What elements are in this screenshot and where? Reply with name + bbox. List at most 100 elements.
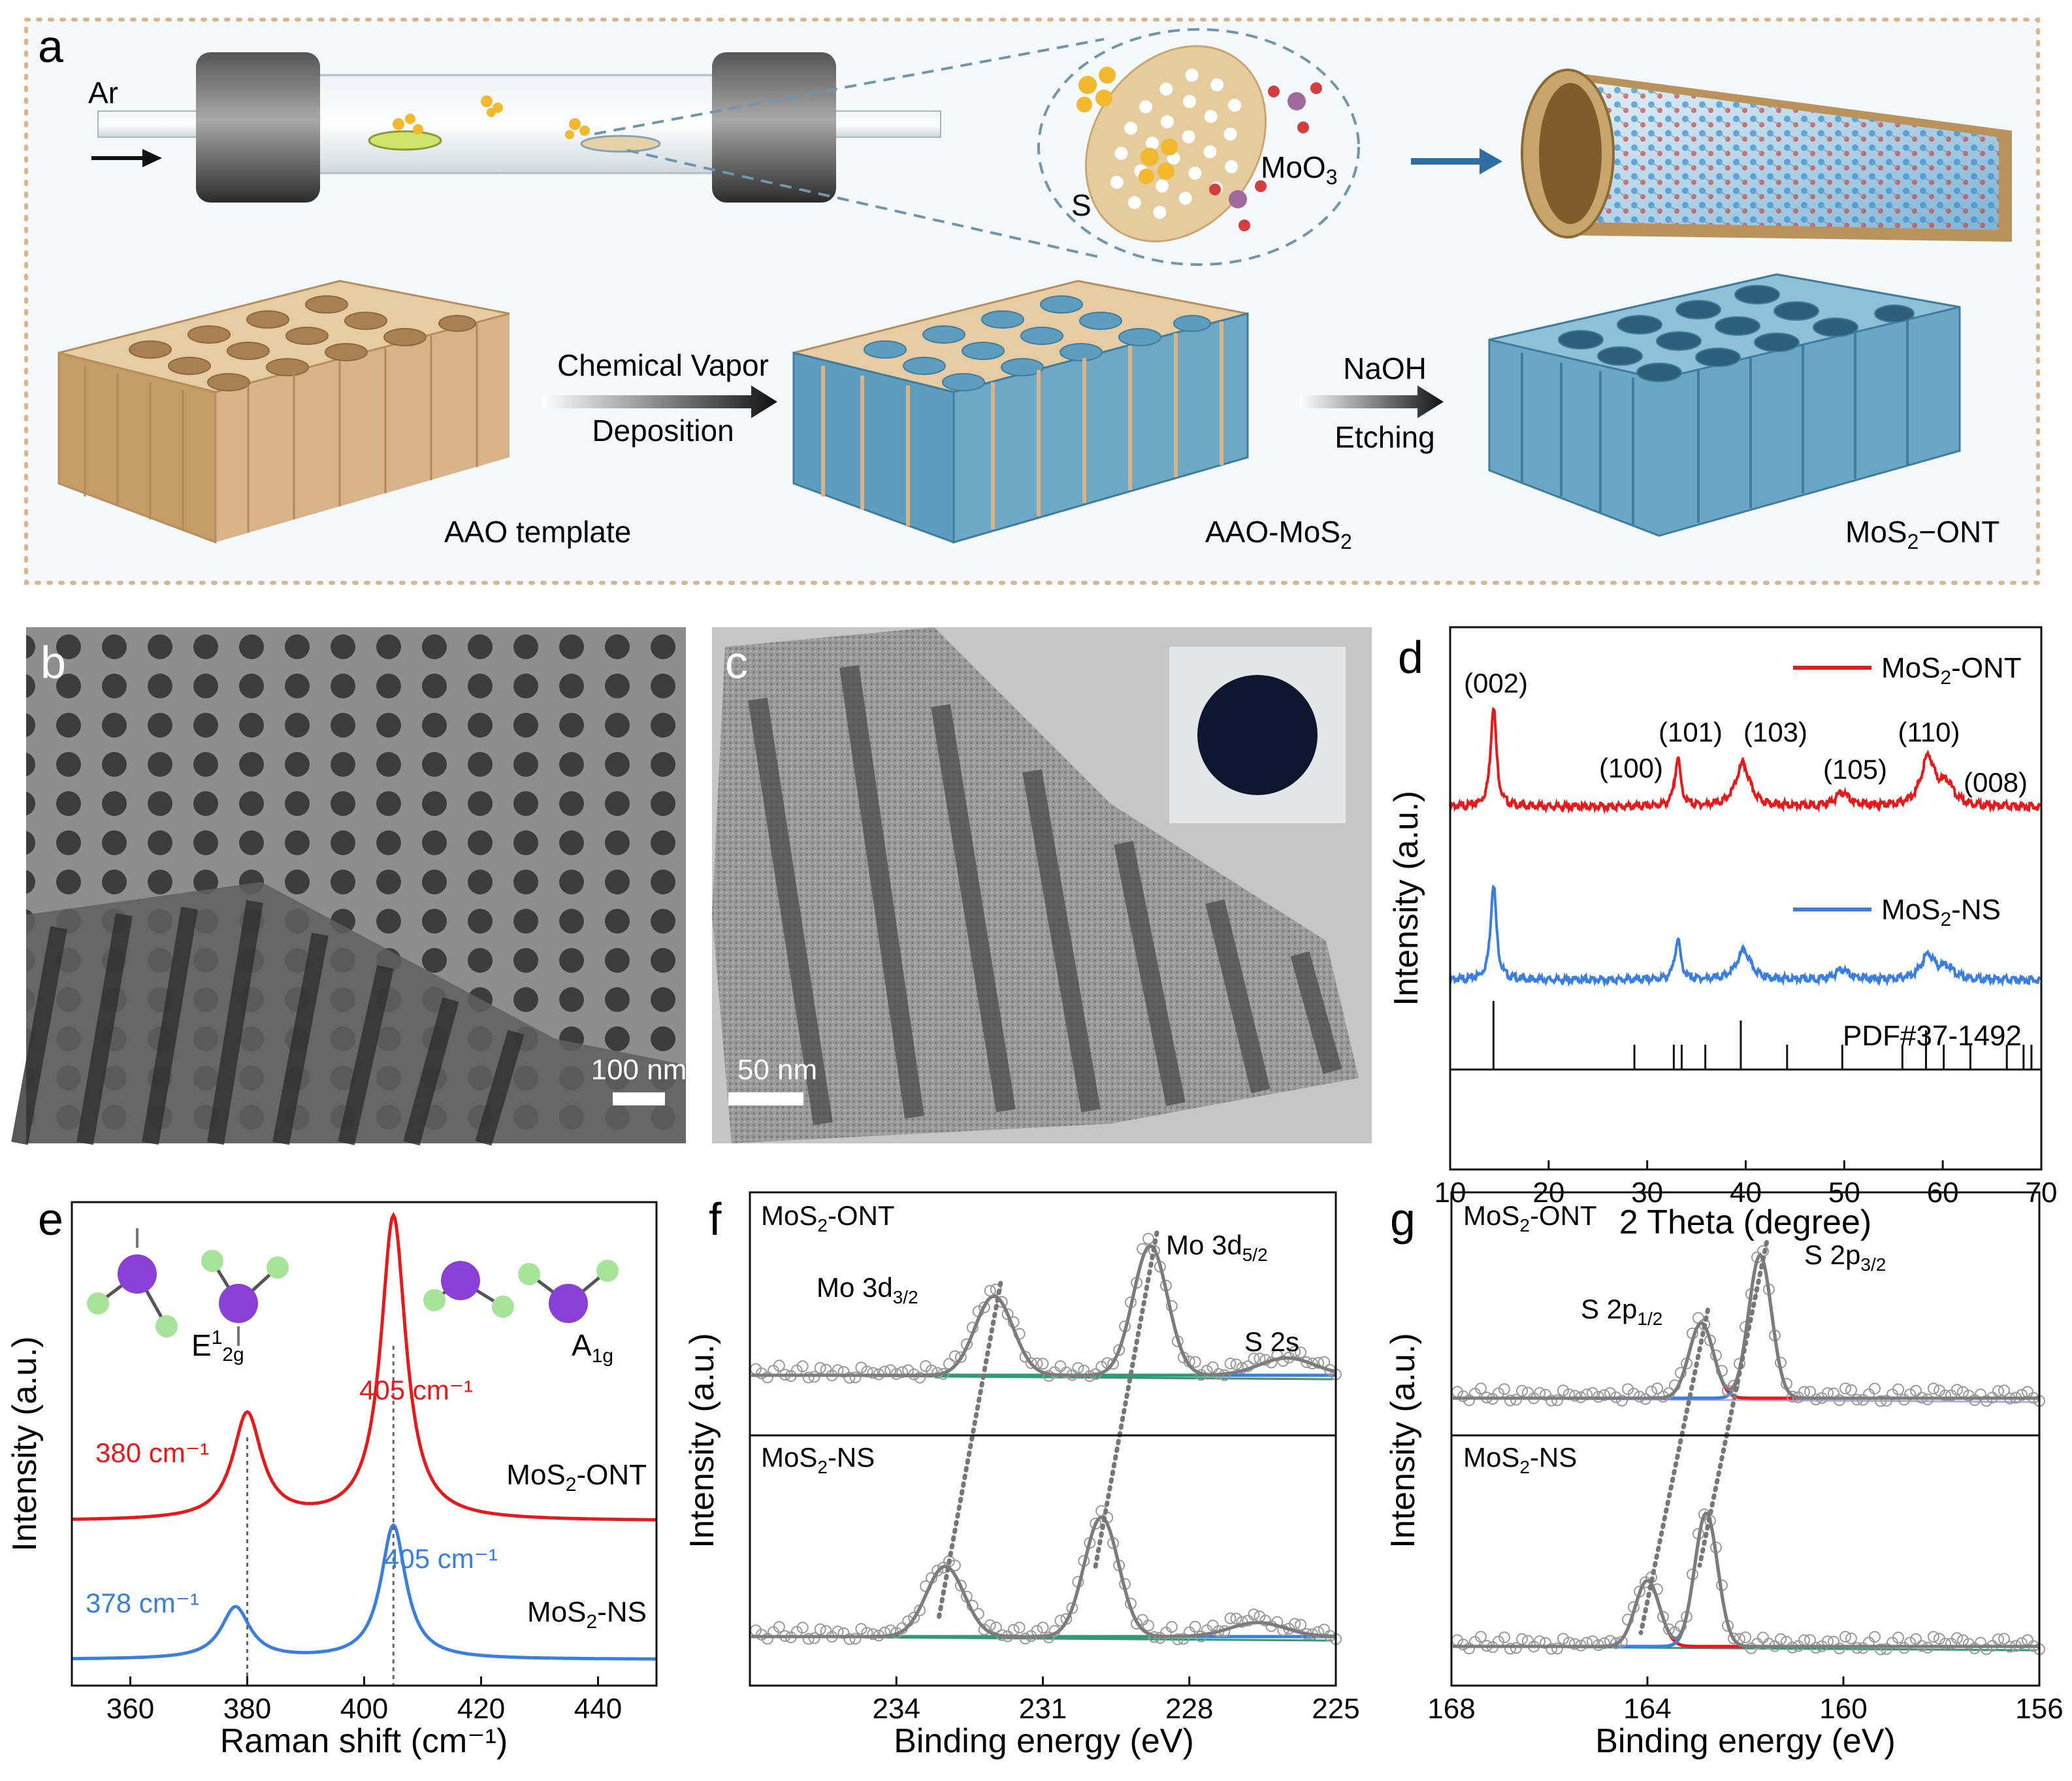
xrd-series-ns [1449, 884, 2042, 988]
xps-mo-raw-point [796, 1360, 809, 1373]
xps-mo-subplot-label-ns: MoS2-NS [761, 1442, 875, 1477]
raman-series-ns [72, 1523, 656, 1661]
xps-mo-raw-point [761, 1633, 773, 1645]
xps-s-x-tick-label: 168 [1427, 1693, 1475, 1725]
xps-s-raw-point [1457, 1639, 1469, 1651]
raman-ylabel: Intensity (a.u.) [6, 1336, 44, 1551]
xps-s-raw-point [1798, 1386, 1810, 1398]
xps-s-raw-point [1869, 1631, 1881, 1643]
xps-s-raw-point [1498, 1631, 1510, 1644]
xrd-peak-label: (103) [1743, 717, 1807, 747]
xps-mo-raw-point [984, 1284, 996, 1297]
xps-s-raw-point [2022, 1386, 2033, 1398]
xps-mo-raw-point [1289, 1345, 1301, 1358]
xps-s-raw-point [1540, 1637, 1551, 1649]
xps-mo-raw-point [1189, 1356, 1201, 1368]
xps-mo-raw-point [1048, 1366, 1061, 1379]
ar-flow-arrowhead [142, 149, 162, 167]
xps-mo-raw-point [1295, 1346, 1307, 1358]
tem-scale-bar [728, 1092, 803, 1105]
panel-f-xps-mo3d-chart: f 234 231 228 225 Binding energy (eV) Inten… [683, 1191, 1360, 1760]
xps-s-x-tick-label: 164 [1623, 1693, 1671, 1725]
xrd-peak-label: (110) [1898, 717, 1960, 747]
xps-s-raw-point [1839, 1631, 1851, 1643]
xps-s-raw-point [1498, 1383, 1510, 1396]
raman-axes-frame [71, 1201, 658, 1687]
xps-s-raw-point [1934, 1633, 1945, 1645]
xps-s-raw-point [1875, 1395, 1886, 1407]
xps-s-raw-point [1945, 1389, 1957, 1401]
xps-s-raw-point [1763, 1637, 1775, 1650]
xps-s-raw-point [1969, 1642, 1981, 1654]
moo3-molecule-icon [1209, 82, 1322, 231]
xps-s-raw-point [1598, 1637, 1610, 1650]
xps-s-raw-point [1569, 1638, 1581, 1650]
xps-mo-raw-point [1318, 1624, 1331, 1636]
xps-mo-raw-point [855, 1362, 867, 1374]
xps-mo-raw-point [867, 1367, 879, 1379]
etching-label-line1: NaOH [1343, 351, 1427, 385]
xps-mo-raw-point [867, 1628, 879, 1641]
xps-s-raw-point [1610, 1637, 1622, 1650]
tem-specimen [712, 627, 1359, 1143]
xps-mo-envelope [751, 1515, 1336, 1639]
xps-s-raw-point [1857, 1394, 1869, 1406]
xps-s-raw-point [1745, 1642, 1757, 1654]
s2p12-label: S 2p1/2 [1581, 1294, 1662, 1329]
raman-series-ont [71, 1211, 657, 1522]
gas-outlet-pipe [829, 110, 941, 138]
xps-mo-raw-point [984, 1619, 996, 1631]
xps-mo-raw-point [978, 1301, 990, 1314]
xrd-series-ont [1449, 707, 2042, 815]
xps-s-raw-point [1740, 1631, 1751, 1644]
xps-mo-raw-point [1037, 1358, 1049, 1370]
xps-s-subplot-label-ns: MoS2-NS [1463, 1442, 1577, 1477]
xps-s-raw-point [1963, 1390, 1975, 1402]
xps-mo-raw-point [1165, 1621, 1178, 1633]
membrane-disc-photo [1197, 675, 1318, 795]
mo3d32-label: Mo 3d3/2 [817, 1272, 918, 1307]
xps-s-raw-point [1845, 1384, 1857, 1396]
xps-mo-raw-point [1054, 1360, 1067, 1373]
xps-s-shift-guide [1697, 1240, 1769, 1568]
sem-scale-bar [613, 1092, 665, 1105]
xps-s-raw-point [1504, 1394, 1516, 1407]
xps-s-raw-point [1551, 1642, 1563, 1655]
xps-s-axes-frame [1450, 1191, 2041, 1687]
raman-x-tick-label: 400 [340, 1693, 388, 1725]
xps-s-raw-point [1516, 1384, 1528, 1397]
xps-s-raw-point [1981, 1395, 1992, 1407]
a1g-mode-label: A1g [572, 1328, 613, 1367]
moo3-label: MoO3 [1261, 150, 1337, 189]
xps-mo-raw-point [1107, 1358, 1120, 1370]
xrd-peak-label: (002) [1464, 668, 1528, 698]
zoom-line-bottom [626, 149, 1105, 259]
right-flange-icon [712, 52, 836, 203]
xps-mo-raw-point [1295, 1618, 1307, 1631]
xps-mo-raw-point [1007, 1624, 1020, 1636]
xps-s-raw-point [2022, 1634, 2033, 1646]
panel-label-c: c [725, 637, 748, 688]
left-flange-icon [196, 52, 320, 203]
xps-mo-ylabel: Intensity (a.u.) [683, 1333, 721, 1548]
raman-x-tick-label: 360 [106, 1693, 154, 1725]
xps-s-raw-point [1751, 1637, 1763, 1650]
xps-s-raw-point [1557, 1633, 1569, 1645]
moo3-boat-icon [580, 135, 661, 153]
xps-mo-raw-point [1142, 1620, 1154, 1632]
panel-g-xps-s2p-chart: g 168 164 160 156 Binding energy (eV) Inten… [1384, 1191, 2064, 1760]
xps-s-raw-point [1804, 1634, 1816, 1646]
xps-mo-raw-point [1224, 1612, 1237, 1625]
xps-s-raw-point [1798, 1634, 1810, 1646]
aao-template-label: AAO template [444, 515, 631, 549]
e2g-mode-icon [87, 1228, 289, 1346]
xrd-peak-label: (100) [1599, 753, 1663, 783]
xps-mo-raw-point [1025, 1357, 1037, 1369]
xps-mo-plot-area: 234 231 228 225 [749, 1230, 1360, 1725]
raman-peak-label: 380 cm⁻¹ [95, 1437, 209, 1468]
tem-scale-label: 50 nm [737, 1054, 817, 1086]
xps-mo-raw-point [849, 1371, 862, 1384]
xps-mo-raw-point [1066, 1602, 1078, 1614]
xps-s-raw-point [1992, 1385, 2004, 1397]
